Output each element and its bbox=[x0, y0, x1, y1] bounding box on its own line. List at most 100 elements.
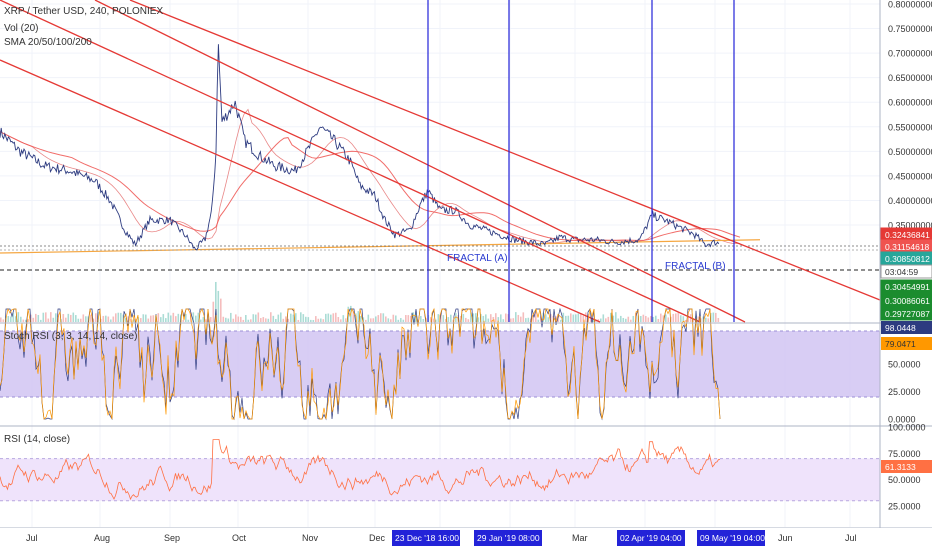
rsi-axis-label-1: 75.0000 bbox=[888, 449, 921, 459]
volume-bar bbox=[142, 314, 145, 322]
volume-bar bbox=[167, 312, 170, 322]
volume-bar bbox=[305, 316, 307, 322]
volume-bar bbox=[602, 314, 605, 322]
volume-bar bbox=[217, 290, 220, 322]
volume-bar bbox=[185, 313, 187, 322]
volume-bar bbox=[210, 317, 212, 322]
volume-bar bbox=[592, 319, 595, 322]
volume-bar bbox=[245, 315, 247, 322]
volume-bar bbox=[547, 317, 550, 322]
volume-bar bbox=[22, 319, 25, 322]
volume-bar bbox=[527, 317, 530, 322]
price-axis-label-8: 0.40000000 bbox=[888, 196, 932, 206]
volume-bar bbox=[437, 314, 440, 322]
price-axis-label-2: 0.70000000 bbox=[888, 49, 932, 59]
volume-bar bbox=[207, 319, 210, 322]
price-axis[interactable]: 0.80000000 0.75000000 0.70000000 0.65000000… bbox=[888, 0, 932, 512]
time-axis[interactable]: Jul Aug Sep Oct Nov Dec Mar Jun Jul 23 Dec '18 16… bbox=[0, 528, 932, 550]
volume-bar bbox=[202, 317, 205, 322]
volume-bar bbox=[85, 316, 87, 322]
volume-bar bbox=[285, 316, 287, 322]
volume-bar bbox=[90, 314, 92, 322]
volume-bar bbox=[372, 318, 375, 322]
volume-bar bbox=[430, 317, 432, 322]
volume-bar bbox=[170, 315, 172, 322]
volume-bar bbox=[697, 316, 700, 322]
volume-bar bbox=[0, 317, 2, 322]
channel-line-2 bbox=[129, 0, 881, 301]
volume-bar bbox=[665, 314, 667, 322]
volume-bar bbox=[617, 318, 620, 322]
volume-bar bbox=[590, 315, 592, 322]
marker-date-bg-0 bbox=[392, 530, 460, 546]
volume-bar bbox=[370, 318, 372, 322]
volume-bar bbox=[505, 313, 507, 322]
volume-bar bbox=[707, 318, 710, 322]
rsi-line bbox=[0, 438, 721, 501]
volume-bar bbox=[230, 312, 232, 322]
volume-bar bbox=[312, 319, 315, 322]
stoch-tag-1: 79.0471 bbox=[885, 339, 916, 349]
volume-bar bbox=[270, 312, 272, 322]
volume-bar bbox=[315, 316, 317, 322]
rsi-axis-label-0: 100.0000 bbox=[888, 423, 926, 433]
volume-bar bbox=[75, 315, 77, 322]
volume-bar bbox=[475, 313, 477, 322]
price-axis-label-9: 0.35000000 bbox=[888, 221, 932, 231]
volume-bar bbox=[250, 319, 252, 322]
volume-bar bbox=[390, 319, 392, 322]
volume-bar bbox=[612, 315, 615, 322]
volume-bar bbox=[472, 313, 475, 322]
volume-bar bbox=[600, 318, 602, 322]
volume-bar bbox=[342, 315, 345, 322]
volume-bar bbox=[520, 316, 522, 322]
volume-bar bbox=[560, 319, 562, 322]
volume-bar bbox=[112, 316, 115, 322]
volume-bar bbox=[410, 315, 412, 322]
volume-bar bbox=[380, 313, 382, 322]
volume-bar bbox=[522, 312, 525, 322]
volume-bar bbox=[442, 315, 445, 322]
volume-bar bbox=[215, 281, 217, 322]
volume-bar bbox=[477, 317, 480, 322]
volume-bar bbox=[447, 317, 450, 322]
volume-bar bbox=[580, 313, 582, 322]
volume-bar bbox=[37, 315, 40, 322]
volume-bar bbox=[625, 318, 627, 322]
rsi-axis-label-3: 25.0000 bbox=[888, 502, 921, 512]
volume-bar bbox=[395, 315, 397, 322]
volume-bar bbox=[145, 314, 147, 322]
volume-bar bbox=[197, 312, 200, 322]
volume-bar bbox=[525, 318, 527, 322]
volume-bar bbox=[675, 313, 677, 322]
marker-date-2: 02 Apr '19 04:00 bbox=[620, 533, 682, 543]
price-axis-label-0: 0.80000000 bbox=[888, 0, 932, 10]
volume-bar bbox=[160, 317, 162, 322]
volume-bar bbox=[512, 318, 515, 322]
volume-bar bbox=[320, 318, 322, 322]
volume-bar bbox=[302, 314, 305, 322]
volume-bar bbox=[500, 314, 502, 322]
volume-bar bbox=[632, 315, 635, 322]
sma-200-line bbox=[0, 239, 761, 254]
volume-bar bbox=[412, 312, 415, 322]
volume-bar bbox=[82, 314, 85, 322]
volume-bar bbox=[27, 319, 30, 322]
volume-bar bbox=[72, 312, 75, 322]
legend-labels: FRACTAL (A) FRACTAL (B) XRP / Tether USD, … bbox=[4, 6, 726, 445]
volume-bar bbox=[605, 318, 607, 322]
indicator-series bbox=[0, 307, 721, 501]
volume-bar bbox=[610, 312, 612, 322]
volume-bar bbox=[662, 315, 665, 322]
volume-bar bbox=[487, 318, 490, 322]
price-tag-bg-6 bbox=[880, 306, 932, 321]
volume-bar bbox=[577, 313, 580, 322]
volume-bar bbox=[462, 314, 465, 322]
price-tag-1: 0.31154618 bbox=[885, 242, 930, 252]
volume-bar bbox=[702, 316, 705, 322]
volume-bar bbox=[272, 315, 275, 322]
volume-bar bbox=[20, 316, 22, 322]
volume-bar bbox=[157, 313, 160, 322]
volume-bar bbox=[77, 318, 80, 322]
